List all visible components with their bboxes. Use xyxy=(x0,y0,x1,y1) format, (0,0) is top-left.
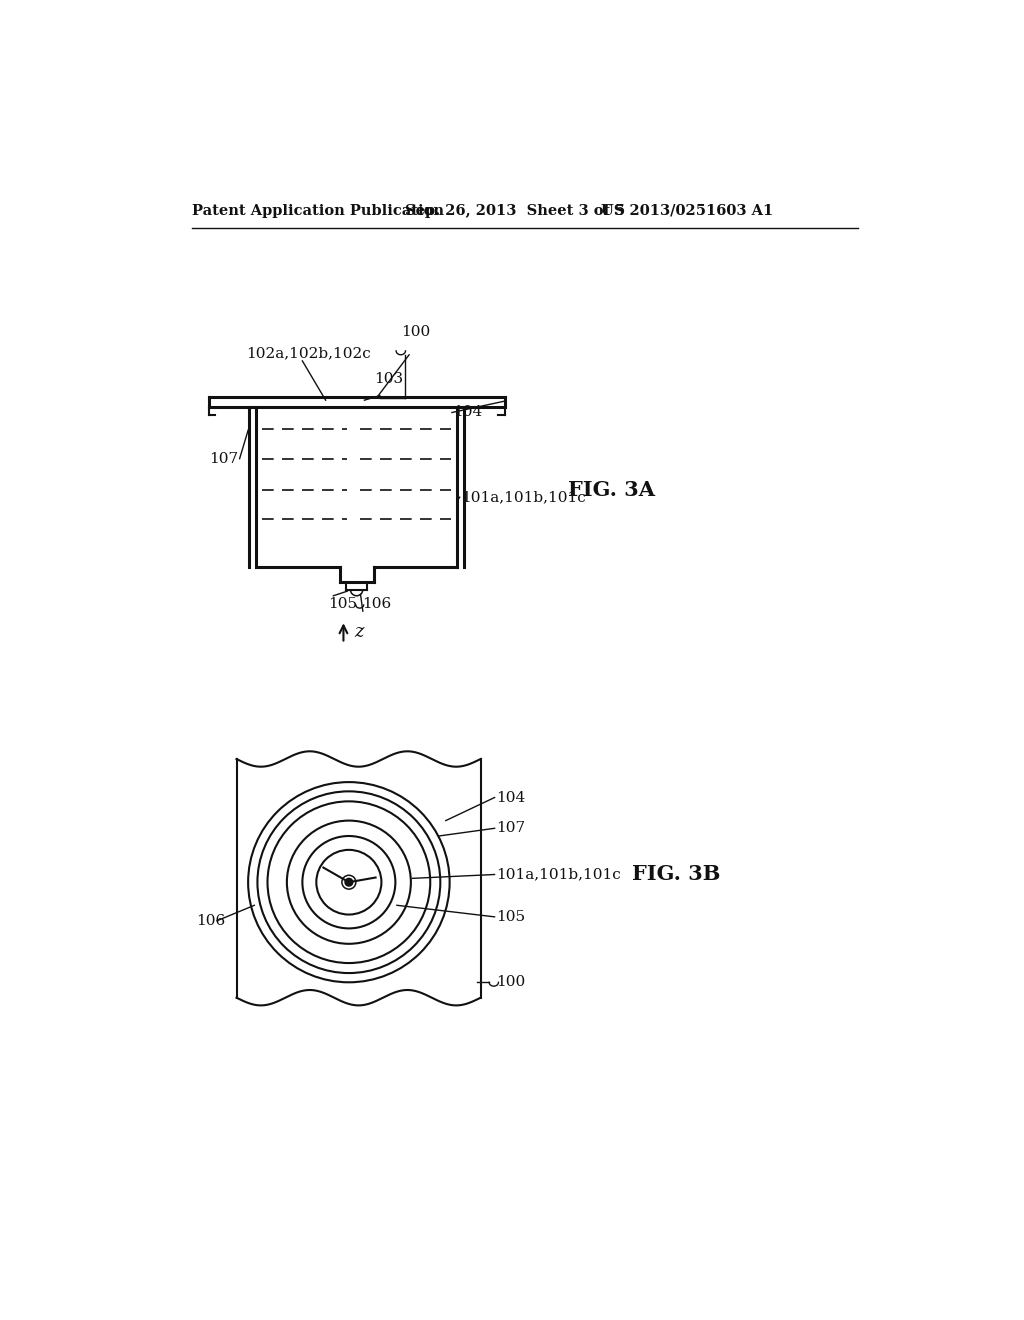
Text: Patent Application Publication: Patent Application Publication xyxy=(191,203,443,218)
Circle shape xyxy=(345,878,352,886)
Text: 106: 106 xyxy=(362,597,391,611)
Text: z: z xyxy=(354,623,364,642)
Text: 104: 104 xyxy=(496,791,525,804)
Text: 105: 105 xyxy=(328,597,357,611)
Text: 107: 107 xyxy=(209,451,238,466)
Text: 100: 100 xyxy=(496,975,525,989)
Text: FIG. 3A: FIG. 3A xyxy=(568,479,655,499)
Text: 100: 100 xyxy=(400,325,430,339)
Text: 101a,101b,101c: 101a,101b,101c xyxy=(496,867,621,882)
Text: 105: 105 xyxy=(496,909,525,924)
Text: US 2013/0251603 A1: US 2013/0251603 A1 xyxy=(601,203,773,218)
Text: 104: 104 xyxy=(454,405,482,420)
Text: 101a,101b,101c: 101a,101b,101c xyxy=(461,490,586,504)
Text: 106: 106 xyxy=(197,913,225,928)
Text: 103: 103 xyxy=(375,371,403,385)
Text: FIG. 3B: FIG. 3B xyxy=(632,865,720,884)
Text: Sep. 26, 2013  Sheet 3 of 5: Sep. 26, 2013 Sheet 3 of 5 xyxy=(406,203,626,218)
Text: 107: 107 xyxy=(496,821,525,836)
Text: 102a,102b,102c: 102a,102b,102c xyxy=(246,346,371,360)
